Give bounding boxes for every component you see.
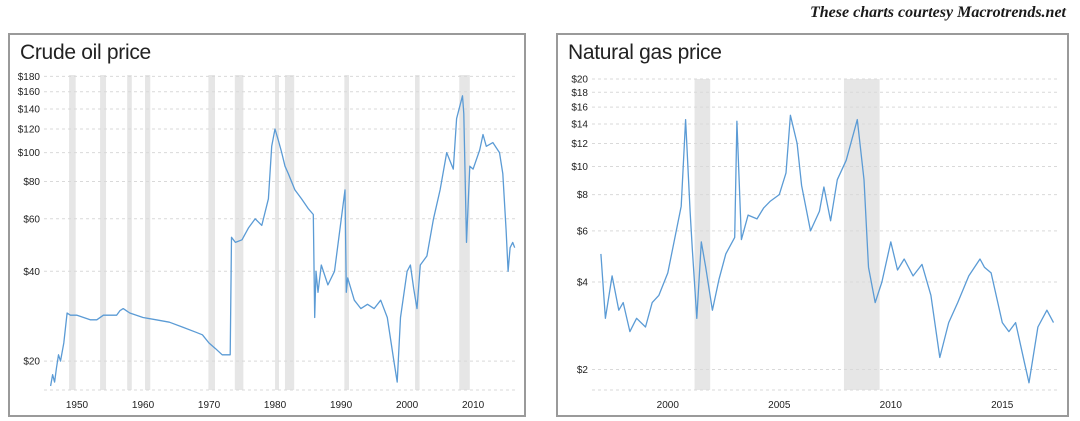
crude-oil-recession-band [344,75,349,390]
natural-gas-chart: $2 $4 $6 $8 $10 $12 $14 $16 $18 $20 2000 2005 2010 20… [571,75,1058,411]
crude-oil-recession-band [69,75,76,390]
natural-gas-y-tick-label: $14 [571,119,588,130]
natural-gas-chart-panel: $2 $4 $6 $8 $10 $12 $14 $16 $18 $20 2000 2005 2010 20… [556,33,1069,417]
natural-gas-recession-band [843,79,880,390]
crude-oil-x-tick-label: 1950 [66,400,89,411]
crude-oil-y-tick-label: $100 [18,148,41,159]
natural-gas-price-line [600,114,1055,384]
natural-gas-x-tick-label: 2015 [991,400,1014,411]
natural-gas-y-tick-label: $12 [571,139,588,150]
crude-oil-y-tick-label: $180 [18,72,41,83]
chart-credit: These charts courtesy Macrotrends.net [810,4,1066,21]
crude-oil-y-tick-label: $60 [23,214,40,225]
crude-oil-x-tick-label: 1990 [330,400,353,411]
crude-oil-y-tick-label: $20 [23,357,40,368]
crude-oil-recession-band [414,75,420,390]
crude-oil-recession-band [208,75,215,390]
natural-gas-recession-band [694,79,711,390]
natural-gas-chart-title: Natural gas price [568,41,722,64]
crude-oil-x-tick-label: 1980 [264,400,287,411]
crude-oil-recession-band [145,75,151,390]
crude-oil-recession-band [127,75,132,390]
natural-gas-y-tick-label: $10 [571,162,588,173]
natural-gas-x-tick-label: 2005 [768,400,791,411]
natural-gas-y-tick-label: $2 [577,365,589,376]
natural-gas-y-tick-label: $20 [571,75,588,86]
crude-oil-recession-band [234,75,244,390]
crude-oil-x-tick-label: 1970 [198,400,221,411]
crude-oil-y-tick-label: $40 [23,267,40,278]
natural-gas-y-tick-label: $18 [571,88,588,99]
natural-gas-y-tick-label: $8 [577,190,589,201]
crude-oil-y-tick-label: $160 [18,87,41,98]
crude-oil-chart: $20 $40 $60 $80 $100 $120 $140 $160 $180 1950 1960… [18,72,516,411]
crude-oil-x-tick-label: 2000 [396,400,419,411]
crude-oil-price-line [49,95,516,387]
crude-oil-y-tick-label: $120 [18,124,41,135]
crude-oil-x-tick-label: 2010 [462,400,485,411]
crude-oil-recession-band [459,75,470,390]
crude-oil-x-tick-label: 1960 [132,400,155,411]
natural-gas-y-tick-label: $4 [577,278,589,289]
natural-gas-x-tick-label: 2000 [657,400,680,411]
crude-oil-y-tick-label: $140 [18,104,41,115]
crude-oil-chart-panel: $20 $40 $60 $80 $100 $120 $140 $160 $180 1950 1960… [8,33,526,417]
natural-gas-y-tick-label: $6 [577,226,589,237]
natural-gas-y-tick-label: $16 [571,103,588,114]
natural-gas-x-tick-label: 2010 [880,400,903,411]
crude-oil-recession-band [275,75,280,390]
crude-oil-recession-band [100,75,107,390]
crude-oil-recession-band [284,75,295,390]
crude-oil-y-tick-label: $80 [23,177,40,188]
crude-oil-chart-title: Crude oil price [20,41,151,64]
